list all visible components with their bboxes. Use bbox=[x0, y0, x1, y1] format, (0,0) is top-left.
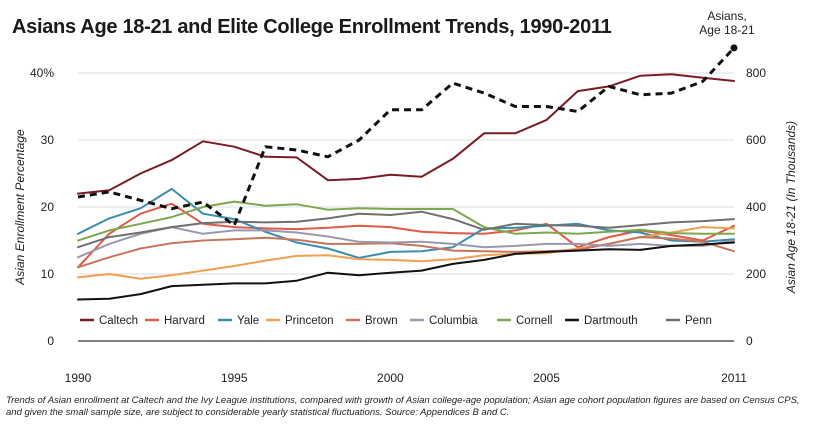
annotation-line: Age 18-21 bbox=[699, 23, 755, 37]
y-tick-label: 40% bbox=[30, 66, 54, 80]
legend-harvard-label: Harvard bbox=[164, 315, 205, 327]
series-lines bbox=[77, 44, 738, 301]
legend-cornell-label: Cornell bbox=[516, 315, 552, 327]
figure-caption: Trends of Asian enrollment at Caltech an… bbox=[6, 395, 800, 418]
legend-columbia-label: Columbia bbox=[429, 315, 478, 327]
legend-yale-label: Yale bbox=[237, 315, 259, 327]
x-tick-label: 1995 bbox=[221, 371, 248, 385]
series-line-dartmouth bbox=[77, 241, 735, 301]
y-axis-title: Asian Enrollment Percentage bbox=[13, 129, 27, 286]
x-tick-label: 1990 bbox=[65, 371, 92, 385]
grid-lines bbox=[78, 72, 734, 275]
series-line-harvard bbox=[77, 202, 735, 269]
y2-tick-label: 800 bbox=[746, 66, 766, 80]
legend-caltech-label: Caltech bbox=[99, 315, 138, 327]
y2-tick-label: 400 bbox=[746, 200, 766, 214]
x-tick-label: 2000 bbox=[377, 371, 404, 385]
y-tick-label: 20 bbox=[41, 200, 55, 214]
y-tick-label: 30 bbox=[41, 133, 55, 147]
series-line-columbia bbox=[77, 226, 735, 259]
chart-plot: 0 10 20 30 40% 0 200 400 600 800 1990 1995 2000 2005 2… bbox=[13, 9, 798, 385]
chart-title: Asians Age 18-21 and Elite College Enrol… bbox=[12, 16, 612, 38]
series-line-caltech bbox=[77, 73, 735, 195]
series-line-asians-age-18-21 bbox=[77, 46, 736, 227]
annotation-line: Asians, bbox=[707, 9, 746, 23]
y2-tick-label: 200 bbox=[746, 267, 766, 281]
x-tick-label: 2011 bbox=[721, 371, 747, 385]
x-tick-label: 2005 bbox=[533, 371, 560, 385]
legend-brown-label: Brown bbox=[365, 315, 398, 327]
legend: Caltech Harvard Yale Princeton Brown Columbia… bbox=[80, 315, 712, 327]
series-line-brown bbox=[77, 236, 735, 269]
y2-tick-label: 0 bbox=[746, 334, 753, 348]
y-tick-label: 10 bbox=[41, 267, 55, 281]
y2-tick-label: 600 bbox=[746, 133, 766, 147]
series-line-penn bbox=[77, 210, 735, 249]
y2-axis-title: Asian Age 18-21 (In Thousands) bbox=[784, 121, 798, 294]
series-line-yale bbox=[77, 187, 735, 259]
legend-penn-label: Penn bbox=[685, 315, 712, 327]
series-line-cornell bbox=[77, 200, 735, 242]
axes: 0 10 20 30 40% 0 200 400 600 800 1990 1995 2000 2005 2… bbox=[13, 66, 798, 385]
annotation: Asians,Age 18-21 bbox=[699, 9, 755, 37]
y-tick-label: 0 bbox=[47, 334, 54, 348]
legend-princeton-label: Princeton bbox=[285, 315, 334, 327]
legend-dartmouth-label: Dartmouth bbox=[584, 315, 638, 327]
asians-endpoint-marker bbox=[730, 44, 738, 52]
